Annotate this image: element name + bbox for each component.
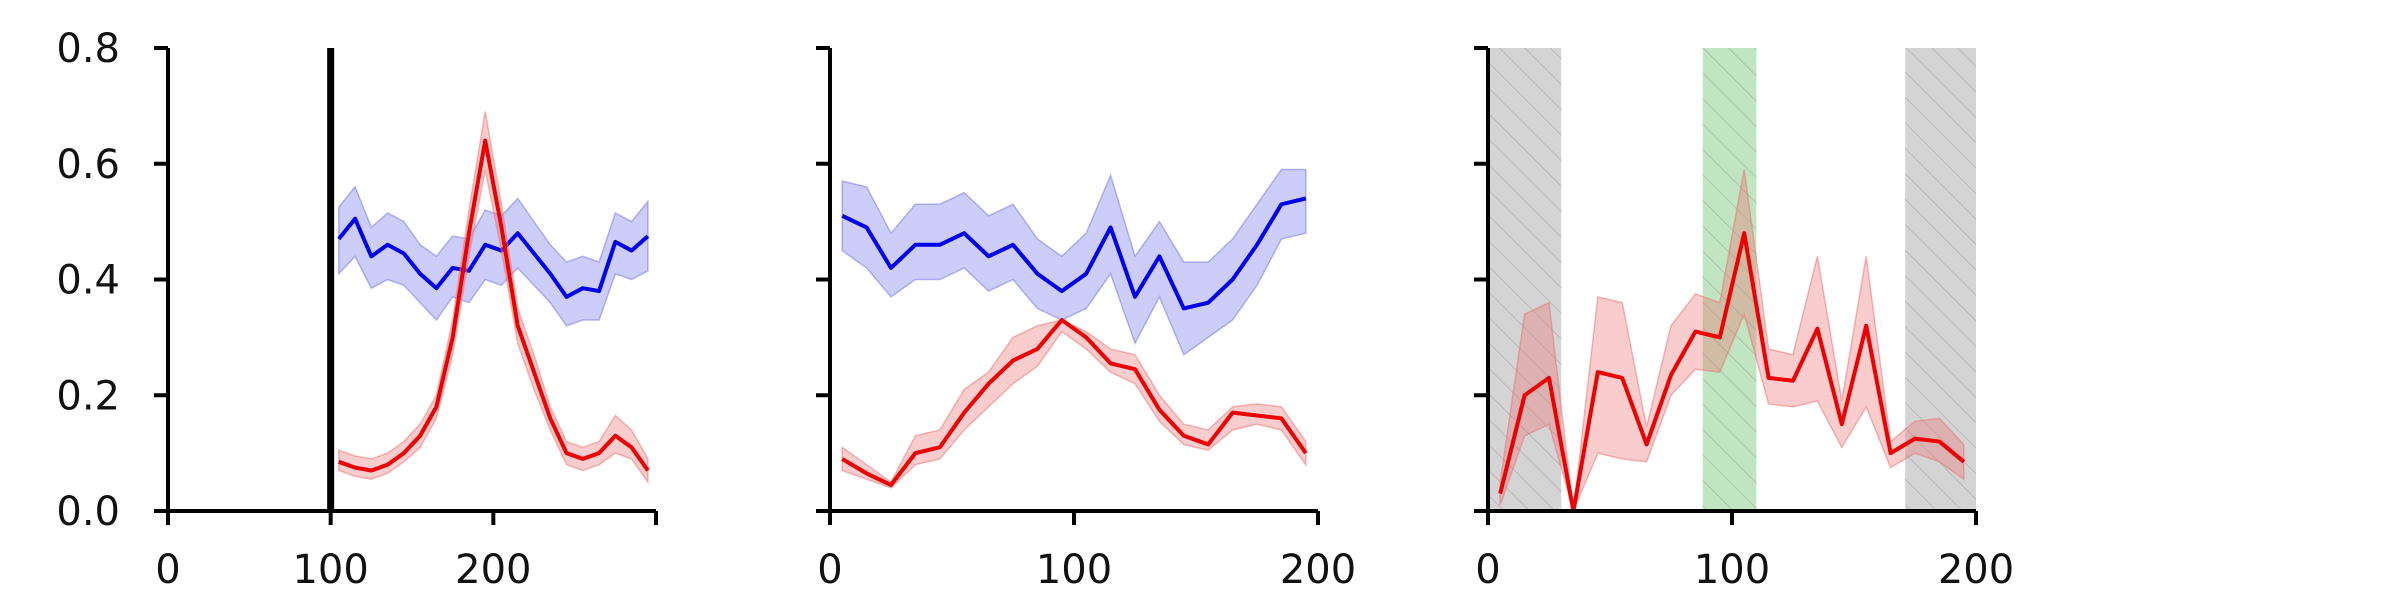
chart-panel-1: 0.0 0.2 0.4 0.6 0.8 0 100 200 <box>56 26 658 593</box>
shaded-region-hatch <box>1702 48 1757 511</box>
chart-panel-2: 0 100 200 <box>816 46 1356 593</box>
x-tick-label: 200 <box>455 547 531 593</box>
series-2-line <box>338 138 650 473</box>
x-tick-label: 200 <box>1938 547 2014 593</box>
series-1-band <box>1499 169 1965 514</box>
x-tick-label: 200 <box>1280 547 1356 593</box>
x-tick-label: 100 <box>292 547 368 593</box>
y-tick-label: 0.8 <box>56 26 120 72</box>
x-tick-label: 0 <box>155 547 180 593</box>
series-1-line <box>841 196 1307 311</box>
y-tick-label: 0.6 <box>56 142 120 188</box>
x-tick-label: 0 <box>1475 547 1500 593</box>
x-tick-label: 100 <box>1694 547 1770 593</box>
series-2-line <box>841 318 1308 487</box>
series-2-band <box>841 319 1307 489</box>
y-tick-label: 0.4 <box>56 258 120 304</box>
series-1-band <box>338 185 649 327</box>
chart-panel-3: 0 100 200 <box>1474 46 2014 593</box>
x-tick-label: 0 <box>817 547 842 593</box>
y-tick-label: 0.0 <box>56 489 120 535</box>
y-tick-label: 0.2 <box>56 373 120 419</box>
series-1-line <box>337 216 650 299</box>
shaded-region-hatch <box>1905 48 1976 511</box>
x-tick-label: 100 <box>1036 547 1112 593</box>
series-1-line <box>1498 231 1966 513</box>
shaded-region-hatch <box>1488 48 1562 511</box>
